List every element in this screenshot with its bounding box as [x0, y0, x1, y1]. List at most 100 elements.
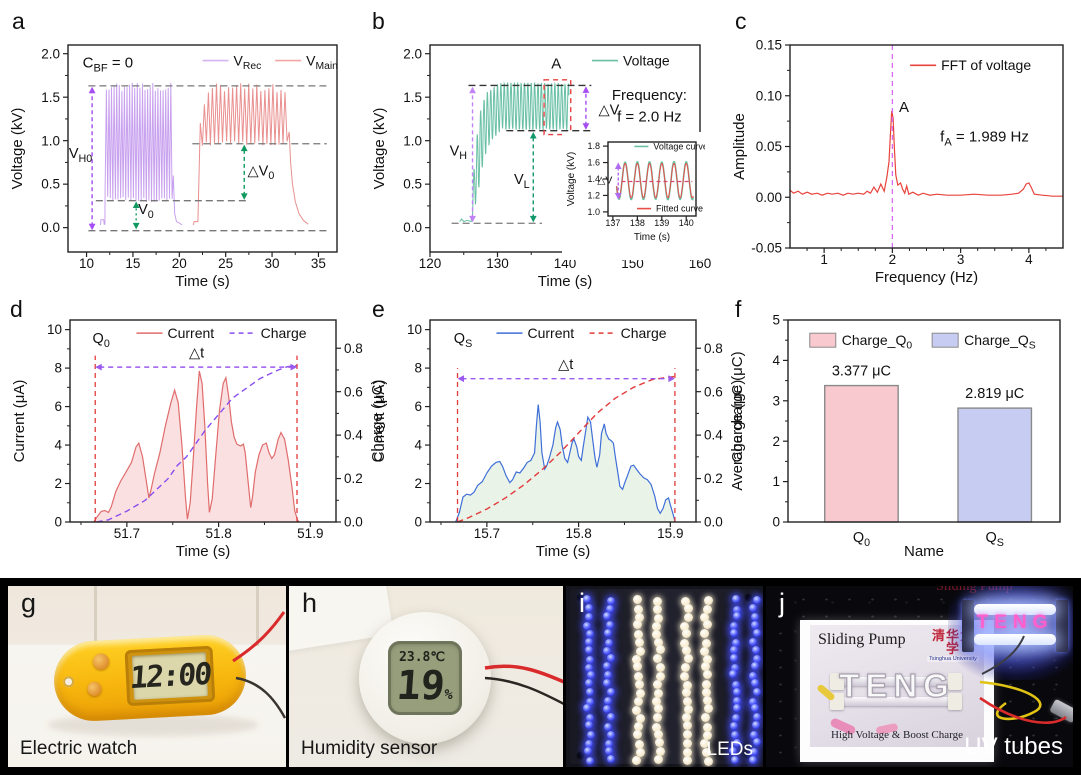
y-tick-label: 1.0: [403, 133, 422, 148]
legend: Current Charge: [496, 325, 667, 341]
blue-led: [732, 595, 741, 604]
series-Current: [93, 370, 300, 523]
series-layer: [824, 384, 1033, 523]
tile-groove: [256, 586, 259, 646]
y-tick-label: 8: [414, 361, 422, 376]
y2-tick-label: 0.0: [344, 515, 363, 530]
y-tick-label: 6: [54, 399, 62, 414]
x-tick-label: 51.8: [205, 526, 231, 541]
white-led: [702, 605, 712, 615]
white-led: [652, 722, 662, 732]
panel-letter-c: c: [735, 8, 747, 34]
x-tick-label: 20: [172, 256, 187, 271]
tube-cap: [948, 693, 962, 710]
legend-label: VRec: [234, 52, 262, 72]
blue-led: [732, 738, 741, 747]
blue-led: [602, 705, 611, 714]
white-led: [703, 722, 713, 732]
series-Voltage: [459, 81, 570, 223]
axes: 137 138 139 140 1.0 1.2 1.4 1.6 1.8 Time (s) Volta…: [566, 141, 697, 243]
annotation-text: CBF = 0: [83, 55, 133, 75]
y-tick-label: 3: [772, 393, 780, 408]
panel-letter-d: d: [10, 296, 23, 322]
legend-swatch: [931, 332, 959, 348]
axes: 15.7 15.8 15.9 0 2 4 6 8 10 0.0 0.2 0.4 0.6 0.8 Time (…: [371, 319, 746, 560]
blue-led: [730, 730, 739, 739]
y-tick-label: 0.0: [403, 220, 422, 235]
y2-tick-label: 0.2: [704, 471, 723, 486]
white-led: [683, 747, 693, 757]
blue-led: [749, 730, 758, 739]
white-led: [636, 688, 646, 698]
white-led: [634, 696, 644, 706]
series-layer: [100, 82, 309, 226]
watch-screen: 12:00: [129, 652, 211, 700]
blue-led: [585, 663, 594, 672]
x-tick-label: 139: [654, 218, 669, 228]
x-tick-label: 1: [820, 252, 828, 267]
legend: FFT of voltage: [910, 57, 1031, 73]
y-axis-title: Average charge (μC): [729, 351, 746, 490]
annotation-text: QS: [454, 331, 472, 350]
blue-led: [585, 713, 594, 722]
white-led: [652, 712, 662, 722]
x-tick-label: 15: [125, 256, 140, 271]
axes: 0 1 2 3 4 5 Name Average charge (μC): [729, 313, 1061, 560]
annotation-text: △V0: [248, 163, 275, 182]
blue-led: [605, 747, 614, 756]
y2-tick-label: 0.6: [344, 384, 363, 399]
x-tick-label: 138: [630, 218, 645, 228]
white-led: [652, 653, 662, 663]
blue-led: [753, 687, 762, 696]
card-teng-label: TENG: [839, 666, 955, 704]
blue-led: [731, 714, 740, 723]
white-led: [633, 662, 643, 672]
y-tick-label: 1: [772, 474, 780, 489]
humidity-unit: %: [443, 687, 454, 703]
white-led: [635, 680, 645, 690]
x-tick-label: 120: [419, 256, 442, 271]
caption-humidity-sensor: Humidity sensor: [301, 738, 438, 759]
white-led: [633, 672, 643, 682]
blue-led: [752, 712, 761, 721]
white-led: [632, 595, 642, 605]
chart-voltage-inset: △V 137 138 139 140 1.0 1.2 1.4 1.6 1.8 Time (s) Vol…: [562, 132, 708, 260]
blue-led: [751, 704, 760, 713]
blue-led: [730, 646, 739, 655]
tile-groove: [94, 586, 97, 646]
x-axis-title: Frequency (Hz): [875, 269, 978, 286]
white-led: [653, 704, 663, 714]
y-tick-label: 5: [772, 313, 780, 328]
red-wire: [484, 664, 563, 684]
legend-label: Charge: [261, 325, 307, 341]
blue-led: [748, 697, 757, 706]
y2-tick-label: 0.8: [344, 341, 363, 356]
screw: [744, 593, 753, 602]
x-tick-label: 2: [889, 252, 897, 267]
white-led: [635, 638, 645, 648]
blue-led: [607, 654, 615, 663]
y-tick-label: 0.5: [41, 177, 60, 192]
white-led: [652, 605, 662, 615]
x-axis-title: Time (s): [536, 543, 590, 560]
annotation-text: f = 2.0 Hz: [617, 109, 682, 126]
white-led: [702, 695, 712, 705]
legend: Voltage curve Fitted curve: [634, 142, 708, 214]
blue-led: [587, 731, 596, 740]
blue-led: [584, 637, 593, 646]
white-led: [654, 638, 664, 648]
annotation-text: VL: [514, 172, 530, 191]
blue-led: [602, 662, 611, 671]
blue-led: [732, 605, 741, 614]
glass-tube: [838, 677, 954, 686]
blue-led: [585, 655, 594, 664]
series-fill-Current: [455, 404, 676, 522]
y-tick-label: 0.5: [403, 177, 422, 192]
blue-led: [584, 679, 593, 688]
chart-current-charge-qs: △t QS 15.7 15.8 15.9 0 2 4 6 8 10 0.0 0.2 0.4 0.6 0.8 Ti…: [360, 290, 760, 578]
white-led: [656, 671, 666, 681]
white-led: [684, 603, 694, 613]
y-tick-label: 1.0: [41, 133, 60, 148]
